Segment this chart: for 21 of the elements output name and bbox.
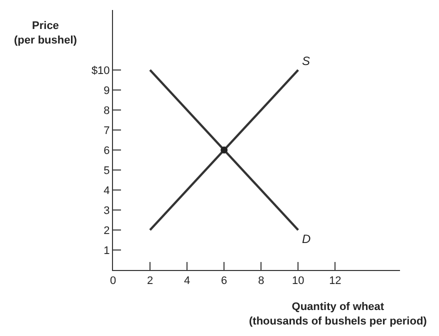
x-tick-label: 6 (221, 275, 228, 288)
x-tick-label: 2 (146, 275, 154, 288)
x-tick-label: 12 (329, 275, 342, 288)
y-tick-label: 7 (104, 124, 110, 137)
series-label: D (302, 232, 311, 246)
y-tick-label: 1 (104, 244, 110, 257)
y-tick-label: 8 (104, 104, 110, 117)
x-tick-label: 10 (292, 275, 304, 288)
x-tick-label: 8 (258, 275, 264, 288)
y-tick-label: 5 (104, 164, 110, 177)
y-tick-label: 6 (104, 144, 110, 157)
y-tick-label: 4 (104, 184, 110, 197)
x-axis-title: Quantity of wheat (thousands of bushels per period) (249, 301, 428, 328)
series-label: S (302, 54, 310, 68)
y-tick-label: 2 (104, 224, 110, 237)
x-tick-label: 4 (184, 275, 190, 288)
y-tick-label: 9 (104, 84, 110, 97)
y-axis-title: Price (per bushel) (14, 20, 78, 46)
x-tick-label: 0 (110, 275, 116, 288)
y-tick-label: 3 (104, 204, 110, 217)
y-tick-label: $10 (91, 64, 110, 77)
